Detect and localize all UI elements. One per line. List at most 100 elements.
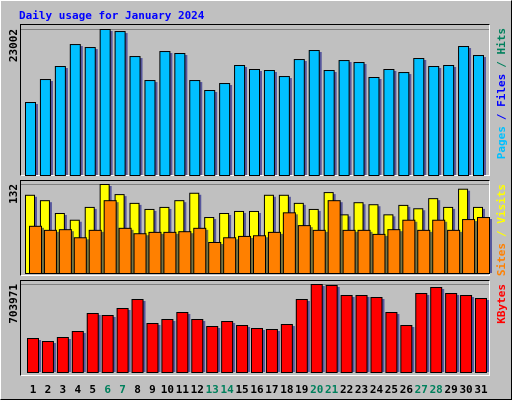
bar [86,312,99,373]
legend: Pages / Files / Hits [495,28,508,159]
bar [161,318,174,373]
bar [297,225,311,274]
bar [54,66,66,176]
bar [338,60,350,176]
bar [278,76,290,176]
bar [253,235,266,275]
x-tick-label: 27 [415,383,428,396]
x-tick-label: 25 [385,383,398,396]
bar [385,311,398,373]
panel-edge-dark [20,180,490,276]
bar [116,307,129,374]
bar [383,69,395,176]
bar [238,235,252,275]
bar [146,322,159,374]
y-tick-label: 23002 [7,29,20,62]
x-tick-label: 13 [206,383,219,396]
bar [295,298,308,373]
bar [372,233,386,274]
x-tick-label: 10 [161,383,174,396]
bar [178,231,192,275]
bar [144,80,156,176]
bar [131,298,144,373]
bar [263,70,275,176]
bar [251,327,263,374]
x-tick-label: 20 [310,383,323,396]
legend-entry: / Files [495,74,508,120]
x-tick-label: 3 [60,383,67,396]
x-tick-label: 1 [30,383,37,396]
x-tick-label: 15 [235,383,248,396]
bar [58,229,72,274]
legend-entry: / Hits [495,28,508,68]
bar [163,231,177,275]
bar [447,229,461,274]
x-tick-label: 8 [134,383,141,396]
bar [56,336,69,374]
bar [189,80,201,176]
bar [129,56,141,176]
bar [327,200,341,275]
bar [99,29,111,176]
panel-edge-light [20,280,490,376]
bar [27,337,39,373]
x-tick-label: 28 [430,383,443,396]
bar [402,219,416,274]
bar [176,311,189,373]
bar [462,219,476,274]
bar [88,229,102,274]
bar [249,69,260,176]
bar [473,55,484,176]
bar [398,72,410,176]
bar [25,102,36,176]
bar [312,229,326,274]
bar [103,200,117,275]
x-tick-label: 12 [191,383,204,396]
bar [460,294,473,373]
bar [221,320,234,373]
bar [400,324,413,374]
x-tick-label: 24 [370,383,384,396]
legend-entry: KBytes [495,284,508,324]
bar [148,231,162,275]
bar [282,212,296,274]
x-tick-label: 5 [89,383,96,396]
legend-entry: Pages [495,126,508,159]
bar [133,233,147,274]
bar [101,314,114,373]
bar [432,219,446,274]
bar [310,284,323,373]
bar [208,241,222,274]
y-tick-label: 132 [7,184,20,204]
x-tick-label: 30 [459,383,472,396]
bar [71,330,84,374]
panel-edge-light [20,180,490,276]
x-tick-label: 17 [265,383,278,396]
bar [477,217,490,274]
bar [323,70,335,176]
bar [193,227,207,275]
bar [114,31,126,176]
bar [174,53,186,176]
x-tick-label: 2 [45,383,52,396]
bar [219,83,231,176]
bar [234,65,246,176]
legend: Sites / Visits [495,184,508,276]
bar [340,294,353,373]
x-tick-label: 7 [119,383,126,396]
bar [118,227,132,275]
bar [417,229,431,274]
bar [445,292,458,373]
bar [428,66,440,176]
bar [415,292,428,373]
chart-title: Daily usage for January 2024 [19,9,205,22]
bar [325,284,338,374]
bar [293,59,305,176]
x-tick-label: 31 [474,383,488,396]
bar [39,79,51,176]
bar [236,324,249,374]
bar [267,231,281,275]
x-tick-label: 21 [325,383,339,396]
